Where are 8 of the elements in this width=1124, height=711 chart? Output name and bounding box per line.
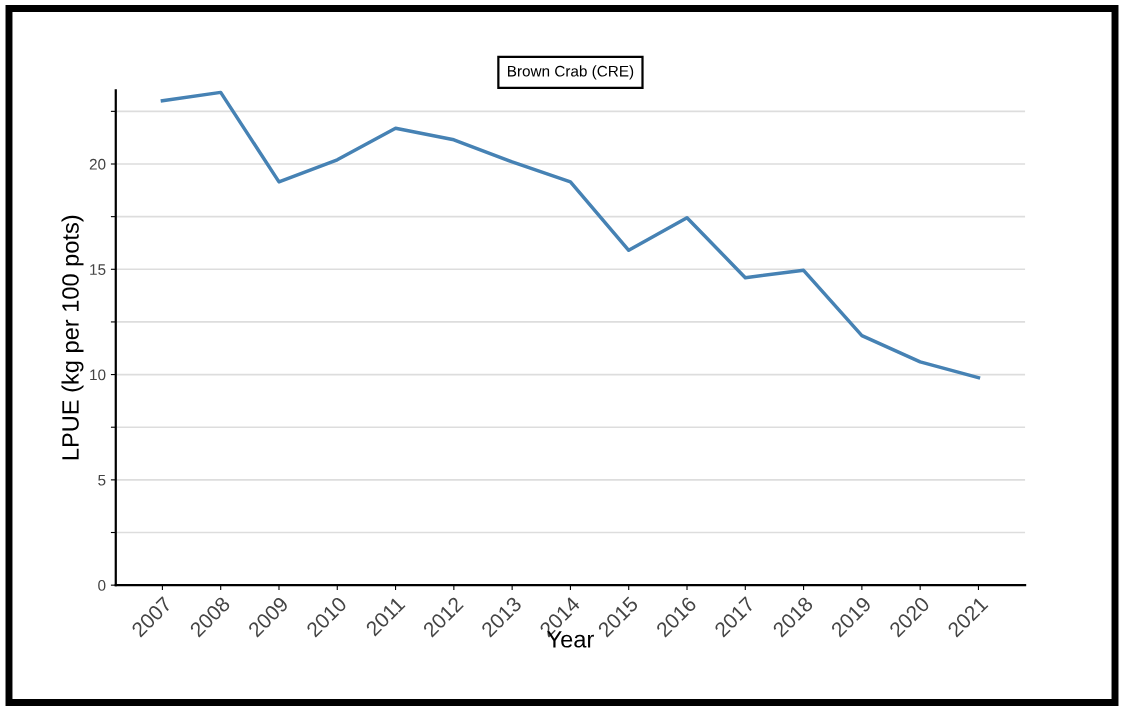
y-tick-label: 10 [90,369,106,381]
y-tick-label: 15 [90,264,106,275]
line-series [160,90,981,380]
y-axis-title: LPUE (kg per 100 pots) [61,215,84,460]
y-tick-label: 5 [98,474,106,486]
y-tick-label: 0 [98,580,106,591]
chart-title: Brown Crab (CRE) [508,65,634,80]
y-tick-label: 20 [89,158,106,170]
